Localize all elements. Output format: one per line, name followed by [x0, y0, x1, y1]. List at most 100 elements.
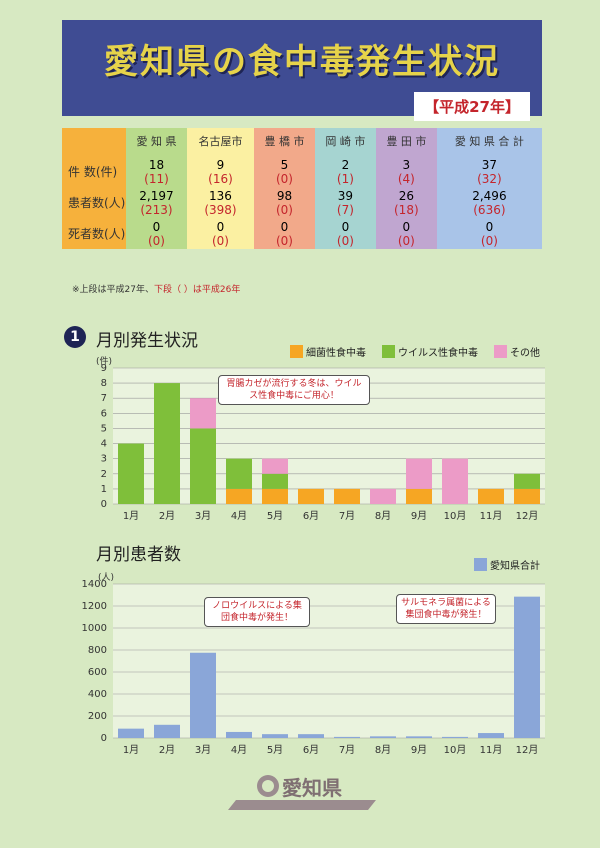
cell-previous: (18)	[394, 202, 419, 217]
section-title-monthly-outbreaks: 月別発生状況	[96, 331, 198, 351]
cell-current: 5	[280, 157, 289, 172]
legend-swatch	[474, 558, 487, 571]
x-tick-label: 2月	[159, 510, 175, 522]
x-tick-label: 6月	[303, 510, 319, 522]
table-cell: 0 (0)	[375, 218, 437, 249]
table-row: 件 数(件) 18 (11) 9 (16) 5 (0) 2 (1) 3 (4) 37 (32…	[62, 156, 542, 187]
cell-previous: (213)	[140, 202, 173, 217]
cell-current: 136	[209, 188, 232, 203]
cell-previous: (636)	[473, 202, 506, 217]
table-cell: 98 (0)	[253, 187, 315, 218]
bar-2	[226, 458, 252, 489]
y-tick-label: 8	[101, 378, 107, 389]
y-tick-label: 2	[101, 469, 107, 480]
x-tick-label: 1月	[123, 510, 139, 522]
y-tick-label: 400	[88, 689, 107, 700]
x-tick-label: 4月	[231, 744, 247, 756]
cell-previous: (11)	[144, 171, 169, 186]
cell-current: 98	[276, 188, 293, 203]
bar-1	[334, 488, 360, 504]
bar-3	[370, 488, 396, 504]
y-tick-label: 200	[88, 711, 107, 722]
table-cell: 2,496 (636)	[436, 187, 542, 218]
table-cell: 136 (398)	[186, 187, 254, 218]
cell-current: 18	[148, 157, 165, 172]
y-tick-label: 0	[101, 733, 107, 744]
y-tick-label: 600	[88, 667, 107, 678]
cell-previous: (0)	[211, 233, 229, 248]
legend-swatch	[290, 345, 303, 358]
aichi-logo: 愛知県	[228, 770, 378, 816]
cell-previous: (16)	[208, 171, 233, 186]
y-tick-label: 1	[101, 484, 107, 495]
bar-1	[442, 736, 468, 738]
table-row: 死者数(人) 0 (0) 0 (0) 0 (0) 0 (0) 0 (0) 0 (0)	[62, 218, 542, 249]
bar-1	[370, 736, 396, 738]
table-cell: 9 (16)	[186, 156, 254, 187]
x-tick-label: 10月	[444, 510, 467, 522]
table-corner	[62, 128, 126, 156]
legend-virus: ウイルス性食中毒	[382, 344, 478, 359]
page-title: 愛知県の食中毒発生状況	[104, 42, 500, 82]
y-tick-label: 0	[101, 499, 107, 510]
cell-current: 9	[216, 157, 225, 172]
y-tick-label: 1400	[82, 579, 107, 590]
y-tick-label: 1000	[82, 623, 107, 634]
table-cell: 39 (7)	[314, 187, 376, 218]
callout-winter-virus: 胃腸カゼが流行する冬は、ウイルス性食中毒にご用心！	[218, 375, 370, 405]
x-tick-label: 8月	[375, 744, 391, 756]
y-tick-label: 3	[101, 454, 107, 465]
bar-1	[226, 488, 252, 504]
cell-previous: (7)	[336, 202, 354, 217]
bar-1	[298, 488, 324, 504]
table-cell: 0 (0)	[253, 218, 315, 249]
y-tick-label: 6	[101, 408, 107, 419]
legend-label: ウイルス性食中毒	[398, 348, 478, 359]
cell-current: 0	[341, 219, 350, 234]
cell-previous: (0)	[275, 171, 293, 186]
bar-1	[190, 652, 216, 738]
bar-1	[514, 488, 540, 504]
callout-salmonella: サルモネラ属菌による集団食中毒が発生！	[396, 594, 496, 624]
bar-1	[118, 728, 144, 738]
chart-monthly-patients: 0 200 400 600 800 1000 1200 1400(人) 1月 2月 3月 4月 5月 6月…	[82, 572, 545, 756]
x-tick-label: 11月	[480, 744, 503, 756]
legend-patients: 愛知県合計	[474, 557, 540, 572]
bar-3	[442, 458, 468, 504]
table-cell: 0 (0)	[314, 218, 376, 249]
bar-1	[514, 596, 540, 738]
y-tick-label: 7	[101, 393, 107, 404]
cell-current: 26	[398, 188, 414, 203]
x-tick-label: 9月	[411, 510, 427, 522]
bar-1	[226, 731, 252, 738]
table-cell: 0 (0)	[126, 218, 187, 249]
cell-current: 2	[341, 157, 350, 172]
x-tick-label: 7月	[339, 744, 355, 756]
x-tick-label: 12月	[516, 744, 539, 756]
cell-previous: (0)	[147, 233, 165, 248]
bar-1	[262, 734, 288, 738]
bar-2	[514, 473, 540, 489]
cell-previous: (0)	[275, 233, 293, 248]
x-tick-label: 1月	[123, 744, 139, 756]
chart-monthly-outbreaks: 0 1 2 3 4 5 6 7 8 9(件) 1月 2月 3月 4月 5月 6月 7月 8月 9月 10月 11月 12月	[96, 355, 545, 522]
x-tick-label: 4月	[231, 510, 247, 522]
x-tick-label: 5月	[267, 744, 283, 756]
table-footnote: ※上段は平成27年、下段（ ）は平成26年	[72, 282, 240, 295]
column-header: 豊 田 市	[375, 128, 437, 156]
cell-current: 0	[485, 219, 494, 234]
bar-1	[334, 736, 360, 738]
x-tick-label: 10月	[444, 744, 467, 756]
cell-current: 39	[337, 188, 354, 203]
footnote-text: ※上段は平成27年、	[72, 285, 154, 295]
table-header-row: 愛 知 県 名古屋市 豊 橋 市 岡 崎 市 豊 田 市 愛 知 県 合 計	[62, 128, 542, 156]
bar-2	[154, 383, 180, 504]
bar-2	[190, 428, 216, 504]
y-axis-unit: (人)	[98, 572, 114, 583]
cell-current: 0	[280, 219, 289, 234]
table-cell: 5 (0)	[253, 156, 315, 187]
x-tick-label: 6月	[303, 744, 319, 756]
x-tick-label: 5月	[267, 510, 283, 522]
y-tick-label: 1200	[82, 601, 107, 612]
cell-current: 3	[402, 157, 411, 172]
